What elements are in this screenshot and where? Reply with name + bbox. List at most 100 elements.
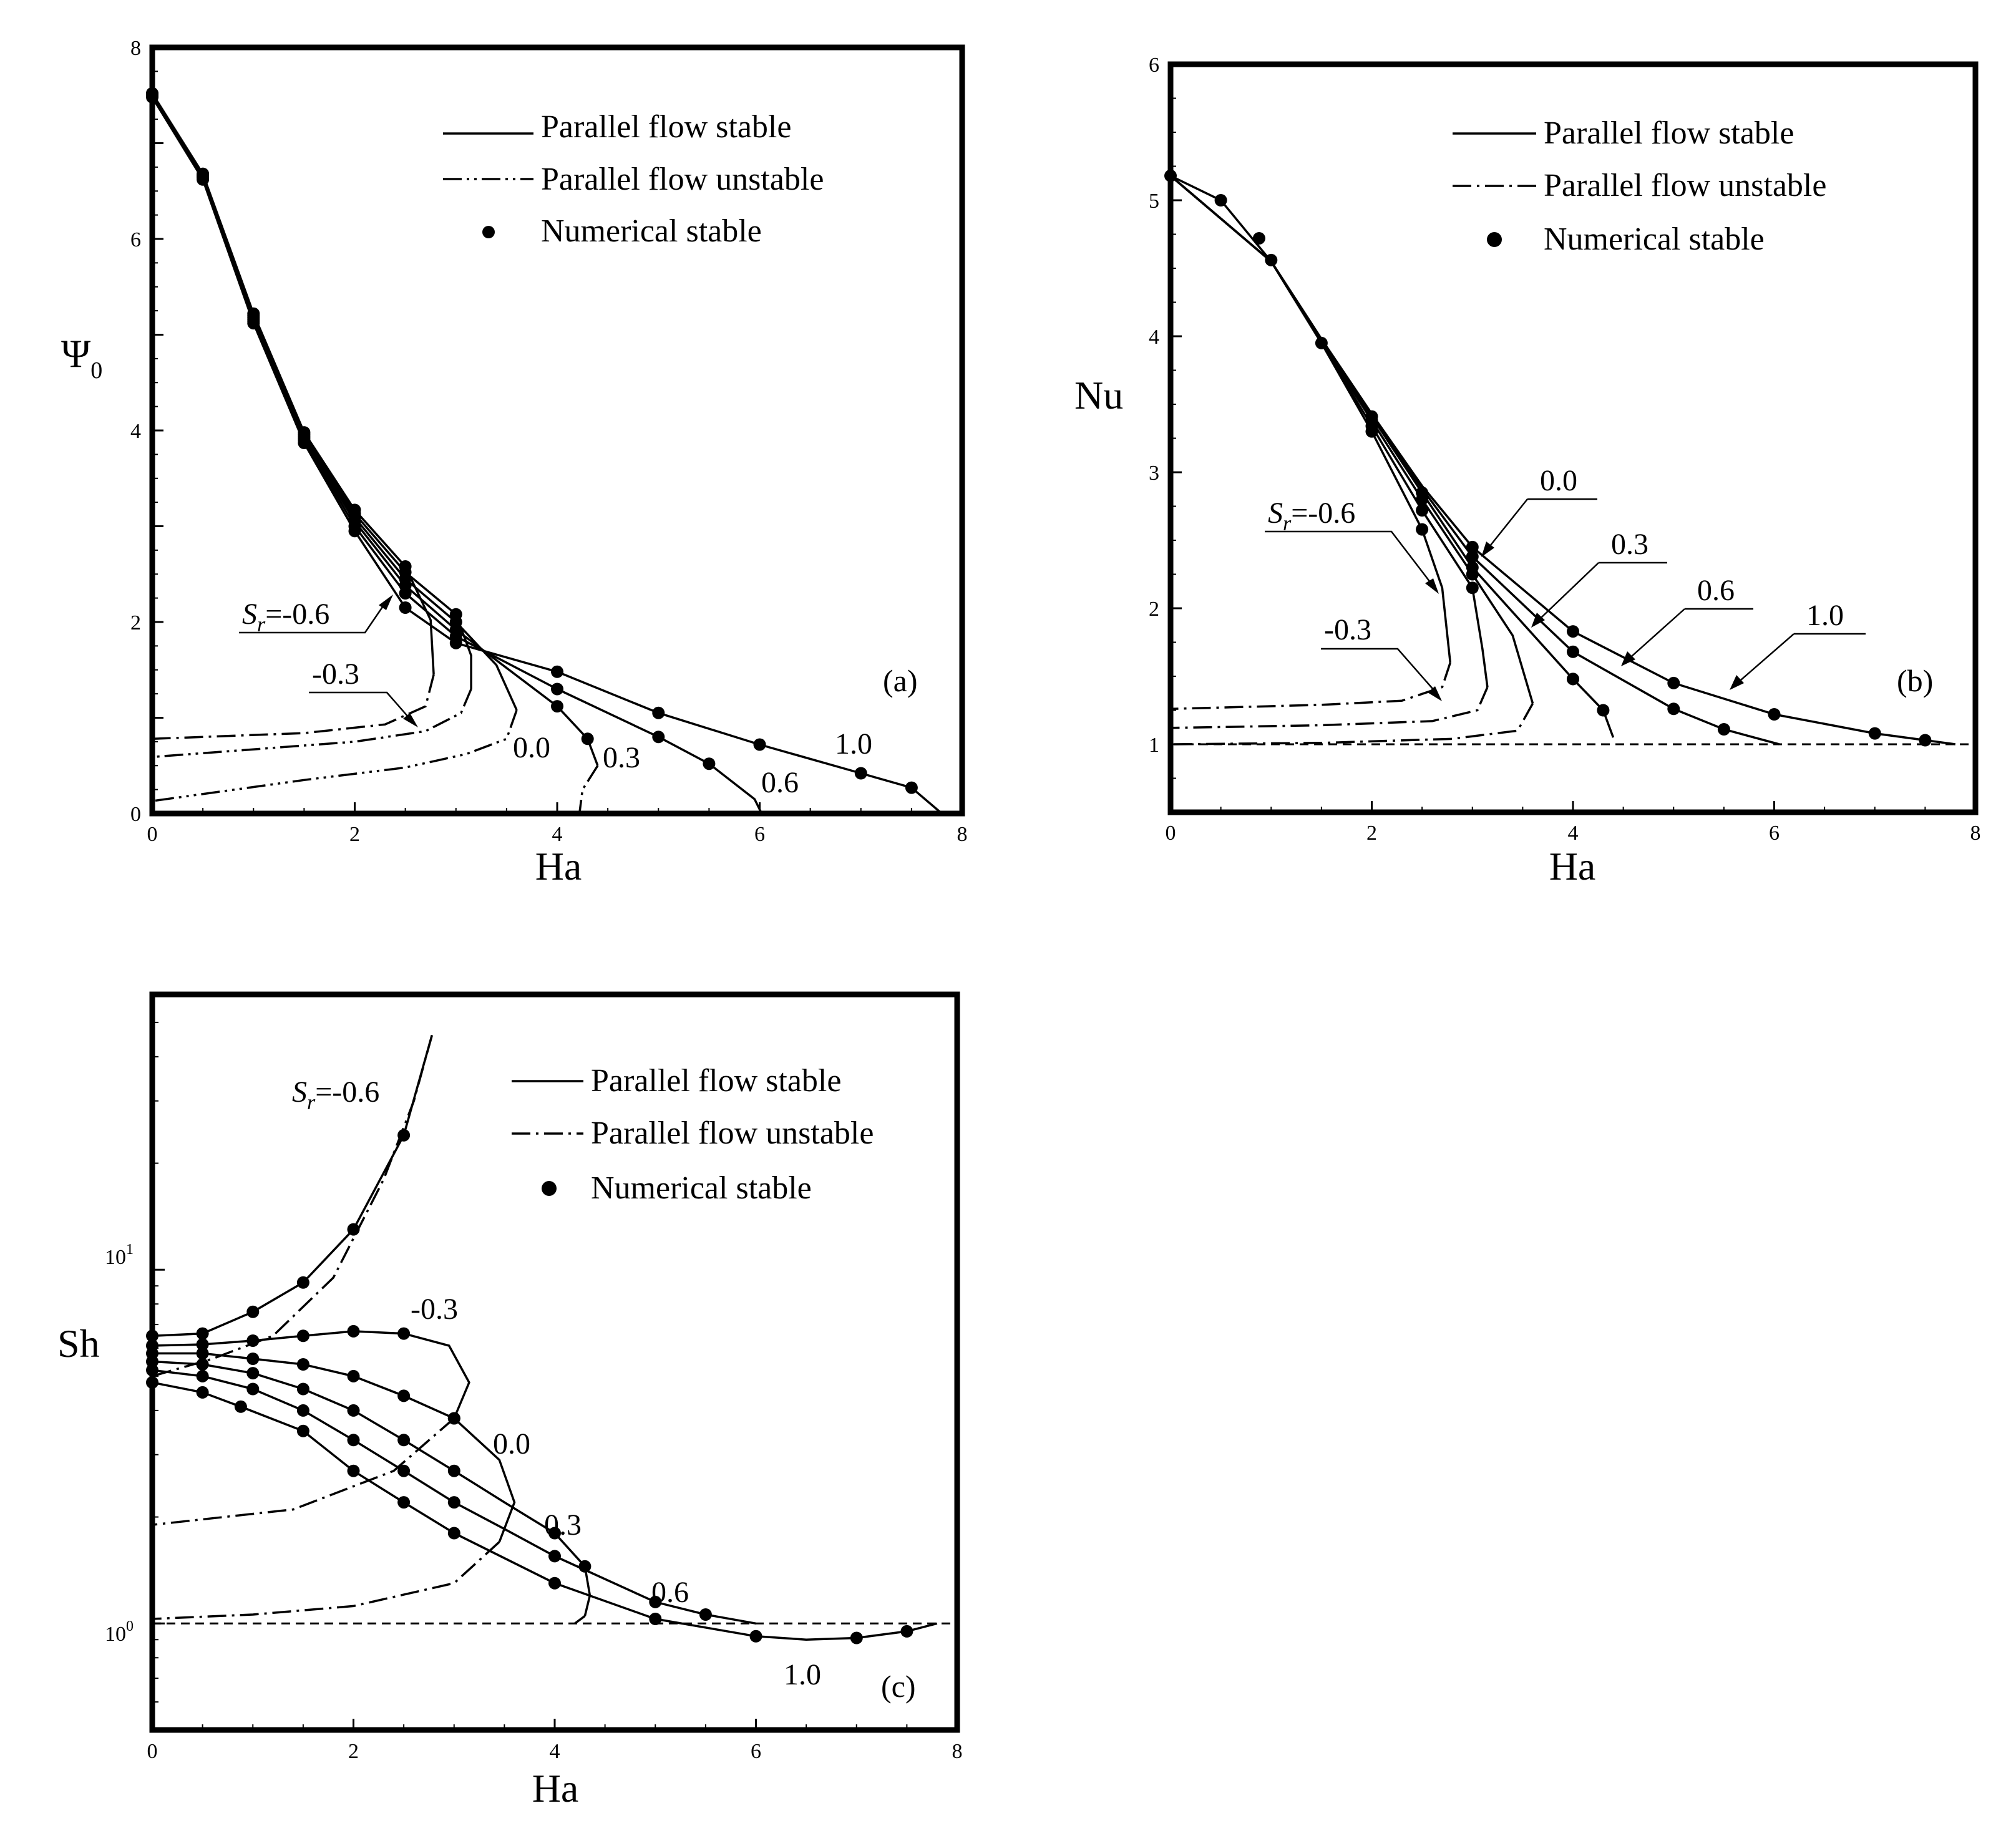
numerical-point: [246, 1367, 260, 1380]
numerical-point: [347, 1223, 360, 1236]
y-tick-label: 4: [130, 420, 141, 443]
numerical-point: [753, 738, 766, 751]
numerical-point: [449, 636, 462, 649]
numerical-point: [447, 1464, 460, 1477]
x-tick-label: 8: [952, 1740, 963, 1763]
numerical-point: [296, 1358, 309, 1371]
unstable-curve: [1170, 686, 1489, 729]
stable-curve: [152, 1352, 516, 1543]
numerical-point: [749, 1630, 762, 1643]
panel-a-legend: Parallel flow stable Parallel flow unsta…: [443, 109, 824, 249]
numerical-point: [296, 1404, 309, 1417]
numerical-point: [652, 731, 665, 744]
numerical-point: [347, 1369, 360, 1382]
sr-subscript: r: [1283, 512, 1292, 535]
sr-value: =-0.6: [1291, 497, 1355, 530]
numerical-point: [1768, 708, 1781, 721]
unstable-curve: [1170, 702, 1534, 746]
legend-stable-label: Parallel flow stable: [1544, 115, 1794, 151]
unstable-curve: [152, 674, 435, 741]
panel-a: 0 2 4 6 8 0 2 4 6 8 Ha Ψ0 (a) Parallel f…: [61, 37, 968, 888]
panel-c-frame: [149, 991, 960, 1733]
unstable-curve: [152, 709, 518, 802]
numerical-point: [1214, 194, 1227, 206]
numerical-point: [196, 1327, 209, 1340]
numerical-point: [196, 1386, 209, 1399]
numerical-point: [399, 587, 412, 600]
x-tick-label: 6: [754, 823, 765, 846]
numerical-point: [1252, 232, 1265, 245]
legend-stable-label: Parallel flow stable: [591, 1063, 841, 1099]
arrow-sr-neg06: [1425, 578, 1439, 594]
panel-c-ticks: [151, 1021, 958, 1730]
curve-label-00: 0.0: [513, 731, 550, 764]
unstable-curve: [574, 1615, 586, 1625]
panel-c-curve-labels: Sr=-0.6 -0.3 0.0 0.3 0.6 1.0: [292, 1076, 821, 1691]
arrow-06: [1621, 651, 1635, 666]
numerical-point: [1567, 673, 1579, 686]
sr-symbol: S: [242, 598, 257, 631]
panel-a-ticks: [151, 46, 963, 815]
arrow-00: [1481, 542, 1494, 557]
panel-b: 0 2 4 6 8 1 2 3 4 5 6 Ha Nu (b) Parallel…: [1074, 54, 1981, 888]
stable-curve: [151, 96, 943, 815]
panel-label: (a): [883, 663, 918, 698]
x-tick-label: 4: [550, 1740, 560, 1763]
arrow-10: [1730, 675, 1744, 690]
arrow-sr-neg06: [379, 595, 393, 610]
curve-label-10: 1.0: [1806, 599, 1844, 632]
y-axis-label: Nu: [1074, 373, 1123, 417]
numerical-point: [1597, 704, 1610, 717]
curve-label-sr-neg06: Sr=-0.6: [242, 598, 329, 636]
numerical-point: [397, 1434, 411, 1447]
curve-label-03: 0.3: [603, 741, 640, 774]
legend-numerical-label: Numerical stable: [591, 1170, 812, 1206]
y-tick-label: 2: [130, 611, 141, 634]
numerical-point: [246, 1334, 260, 1347]
leader-sr-neg06: [1265, 530, 1431, 583]
numerical-point: [1466, 540, 1479, 553]
curve-label-sr-neg06: Sr=-0.6: [1268, 497, 1355, 535]
x-tick-label: 8: [1970, 822, 1981, 845]
legend-numerical-marker: [1487, 232, 1502, 247]
curve-label-03: 0.3: [544, 1508, 582, 1542]
leader-neg03: [309, 691, 409, 718]
x-tick-label: 2: [1366, 822, 1377, 845]
y-tick-exp: 1: [126, 1241, 134, 1258]
x-axis-label: Ha: [535, 844, 582, 888]
legend-unstable-label: Parallel flow unstable: [591, 1115, 874, 1151]
unstable-curve: [152, 1541, 500, 1620]
y-axis-label: Ψ0: [61, 331, 102, 384]
numerical-point: [581, 732, 594, 746]
sr-value: =-0.6: [265, 598, 329, 631]
numerical-point: [1667, 676, 1680, 689]
leader-06: [1631, 608, 1753, 657]
leader-10: [1740, 633, 1866, 681]
y-tick-label: 8: [130, 37, 141, 60]
panel-c: 0 2 4 6 8 101 100 Ha Sh (c) Parallel flo…: [57, 991, 963, 1810]
stable-curve: [1169, 175, 1489, 687]
numerical-point: [548, 1550, 561, 1563]
leader-03: [1541, 561, 1667, 618]
curve-label-06: 0.6: [761, 766, 799, 799]
x-tick-label: 0: [1166, 822, 1176, 845]
numerical-point: [1416, 523, 1429, 536]
legend-numerical-label: Numerical stable: [1544, 221, 1765, 257]
legend-unstable-label: Parallel flow unstable: [541, 162, 824, 197]
panel-b-curves: [1164, 169, 1975, 747]
panel-a-curves: [146, 87, 943, 815]
numerical-point: [699, 1608, 712, 1621]
numerical-point: [234, 1400, 247, 1413]
x-tick-label: 0: [147, 1740, 158, 1763]
numerical-point: [397, 1389, 411, 1402]
numerical-point: [146, 90, 158, 104]
leader-00: [1489, 498, 1597, 547]
curve-label-06: 0.6: [651, 1576, 689, 1609]
y-tick-label: 3: [1149, 462, 1159, 485]
legend-numerical-marker: [482, 226, 495, 238]
numerical-point: [196, 1369, 209, 1382]
numerical-point: [397, 1496, 411, 1509]
arrow-03: [1531, 613, 1545, 628]
numerical-point: [397, 1327, 411, 1340]
numerical-point: [548, 1527, 561, 1540]
